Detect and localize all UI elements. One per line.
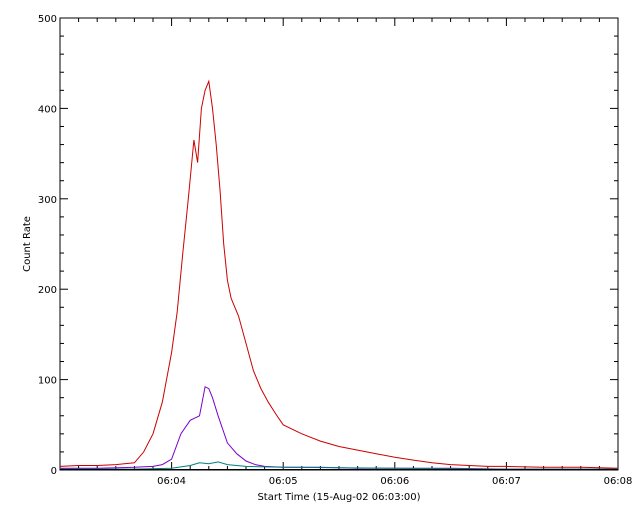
x-tick-label: 06:05 bbox=[269, 476, 298, 487]
y-tick-label: 500 bbox=[38, 14, 57, 25]
x-tick-label: 06:06 bbox=[380, 476, 409, 487]
y-axis: 0 100 200 300 400 500 bbox=[38, 14, 618, 477]
y-tick-label: 0 bbox=[51, 466, 57, 477]
x-tick-label: 06:07 bbox=[492, 476, 521, 487]
x-tick-label: 06:08 bbox=[604, 476, 633, 487]
y-tick-label: 100 bbox=[38, 376, 57, 387]
series-line-red bbox=[59, 79, 619, 469]
y-tick-label: 300 bbox=[38, 195, 57, 206]
y-tick-label: 200 bbox=[38, 285, 57, 296]
y-axis-title: Count Rate bbox=[22, 216, 33, 272]
x-axis-title: Start Time (15-Aug-02 06:03:00) bbox=[257, 492, 420, 503]
x-tick-label: 06:04 bbox=[157, 476, 186, 487]
series-line-teal bbox=[60, 461, 618, 470]
x-axis: 06:04 06:05 06:06 06:07 06:08 bbox=[78, 18, 633, 487]
series-layer bbox=[59, 79, 619, 470]
series-line-purple bbox=[60, 386, 618, 470]
plot-frame bbox=[59, 17, 619, 471]
y-tick-label: 400 bbox=[38, 104, 57, 115]
